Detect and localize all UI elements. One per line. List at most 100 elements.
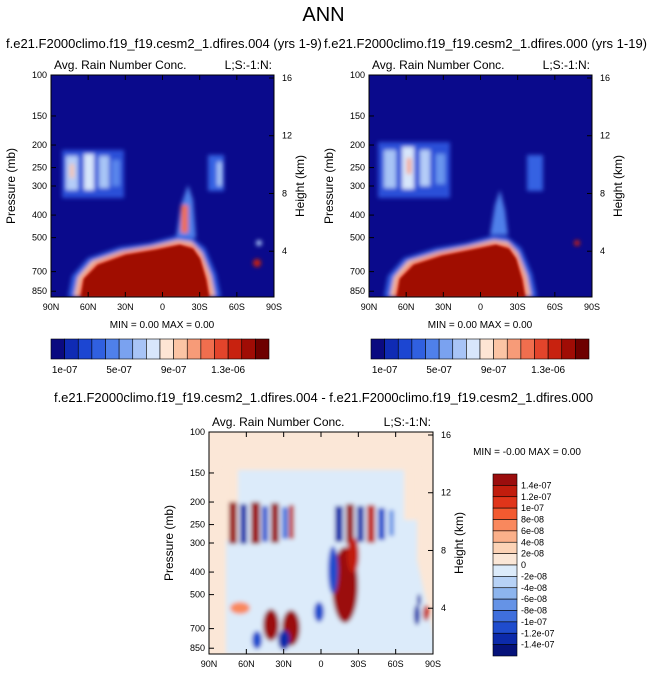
- y-tick-label: 850: [350, 286, 365, 296]
- colorbar-box: [492, 610, 518, 623]
- colorbar-label: -2e-08: [521, 571, 547, 581]
- plot-title: Avg. Rain Number Conc.: [54, 58, 187, 72]
- colorbar-label: -1.4e-07: [521, 640, 555, 650]
- colorbar-label: 2e-08: [521, 549, 544, 559]
- colorbar-box: [384, 338, 399, 360]
- y-tick-label: 700: [350, 267, 365, 277]
- colorbar-box: [547, 338, 563, 360]
- colorbar-box: [534, 338, 549, 360]
- colorbar-box: [492, 473, 518, 486]
- colorbar-box: [186, 338, 202, 360]
- y-tick-label: 250: [190, 520, 205, 530]
- y-axis-title: Pressure (mb): [322, 148, 336, 224]
- x-tick-label: 60S: [229, 302, 245, 312]
- colorbar-box: [146, 338, 161, 360]
- y-tick-label: 400: [32, 210, 47, 220]
- y-tick-label: 500: [190, 590, 205, 600]
- difference-title: f.e21.F2000climo.f19_f19.cesm2_1.dfires.…: [53, 390, 594, 405]
- x-tick-label: 30N: [435, 302, 452, 312]
- x-tick-label: 90S: [584, 302, 600, 312]
- colorbar-label: 0: [521, 560, 526, 570]
- y-tick-label: 300: [32, 181, 47, 191]
- height-tick-label: 16: [600, 73, 610, 83]
- panel-a-colorbar: 1e-07 5e-07 9e-07 1.3e-06: [50, 338, 270, 376]
- height-tick-label: 8: [600, 188, 605, 198]
- colorbar-box: [200, 338, 215, 360]
- x-tick-label: 30N: [117, 302, 134, 312]
- panel-b-axes: Avg. Rain Number Conc. L;S:-1:N: 90N 60N 30N…: [322, 58, 625, 331]
- y-tick-label: 300: [350, 181, 365, 191]
- x-tick-label: 90N: [361, 302, 378, 312]
- colorbar-box: [425, 338, 440, 360]
- x-tick-label: 90N: [43, 302, 60, 312]
- colorbar-label: -1.2e-07: [521, 628, 555, 638]
- panel-b-title: f.e21.F2000climo.f19_f19.cesm2_1.dfires.…: [324, 36, 647, 51]
- y-tick-label: 850: [32, 286, 47, 296]
- colorbar-box: [227, 338, 243, 360]
- colorbar-box: [241, 338, 256, 360]
- colorbar-box: [64, 338, 79, 360]
- x-tick-label: 30S: [510, 302, 526, 312]
- colorbar-box: [118, 338, 134, 360]
- y-tick-label: 100: [350, 70, 365, 80]
- colorbar-label: -4e-08: [521, 583, 547, 593]
- plot-corner-label: L;S:-1:N:: [543, 58, 590, 72]
- colorbar-box: [492, 553, 518, 566]
- colorbar-box: [466, 338, 481, 360]
- colorbar-box: [492, 576, 518, 589]
- height-tick-label: 16: [441, 430, 451, 440]
- min-max-label: MIN = 0.00 MAX = 0.00: [428, 320, 533, 331]
- y-tick-label: 500: [350, 233, 365, 243]
- plot-corner-label: L;S:-1:N:: [384, 415, 431, 429]
- y-tick-label: 700: [32, 267, 47, 277]
- min-max-label: MIN = -0.00 MAX = 0.00: [473, 447, 581, 458]
- y-tick-label: 150: [32, 111, 47, 121]
- colorbar-box: [159, 338, 174, 360]
- plot-corner-label: L;S:-1:N:: [225, 58, 272, 72]
- difference-field: [209, 432, 433, 654]
- x-tick-label: 90S: [425, 659, 441, 669]
- colorbar-label: 1.3e-06: [531, 365, 565, 376]
- x-tick-label: 90S: [266, 302, 282, 312]
- x-tick-label: 30S: [350, 659, 366, 669]
- colorbar-box: [438, 338, 454, 360]
- colorbar-box: [561, 338, 576, 360]
- plot-title: Avg. Rain Number Conc.: [372, 58, 505, 72]
- colorbar-label: 8e-08: [521, 515, 544, 525]
- colorbar-box: [479, 338, 494, 360]
- colorbar-label: -6e-08: [521, 594, 547, 604]
- height-tick-label: 8: [441, 545, 446, 555]
- colorbar-label: 1e-07: [372, 365, 398, 376]
- x-tick-label: 0: [160, 302, 165, 312]
- colorbar-box: [452, 338, 467, 360]
- colorbar-label: 9e-07: [161, 365, 187, 376]
- colorbar-label: 6e-08: [521, 526, 544, 536]
- colorbar-label: 1.2e-07: [521, 492, 552, 502]
- panel-b-field: [369, 75, 592, 297]
- height-tick-label: 4: [441, 603, 446, 613]
- colorbar-label: 1.4e-07: [521, 480, 552, 490]
- y-axis-title: Pressure (mb): [162, 505, 176, 581]
- y-tick-label: 850: [190, 643, 205, 653]
- y-tick-label: 200: [32, 140, 47, 150]
- colorbar-box: [411, 338, 426, 360]
- panel-b-colorbar: 1e-07 5e-07 9e-07 1.3e-06: [370, 338, 590, 376]
- colorbar-box: [492, 519, 518, 532]
- height-tick-label: 4: [282, 246, 287, 256]
- colorbar-label: -8e-08: [521, 606, 547, 616]
- panel-a-field: [51, 75, 274, 297]
- colorbar-box: [520, 338, 535, 360]
- colorbar-box: [397, 338, 413, 360]
- colorbar-box: [255, 338, 270, 360]
- colorbar-box: [492, 598, 518, 611]
- height-tick-label: 4: [600, 246, 605, 256]
- x-tick-label: 60N: [398, 302, 415, 312]
- colorbar-box: [493, 338, 508, 360]
- colorbar-box: [492, 564, 518, 577]
- page-title: ANN: [302, 4, 345, 26]
- colorbar-box: [370, 338, 385, 360]
- colorbar-box: [214, 338, 229, 360]
- plot-title: Avg. Rain Number Conc.: [212, 415, 345, 429]
- colorbar-box: [492, 632, 518, 645]
